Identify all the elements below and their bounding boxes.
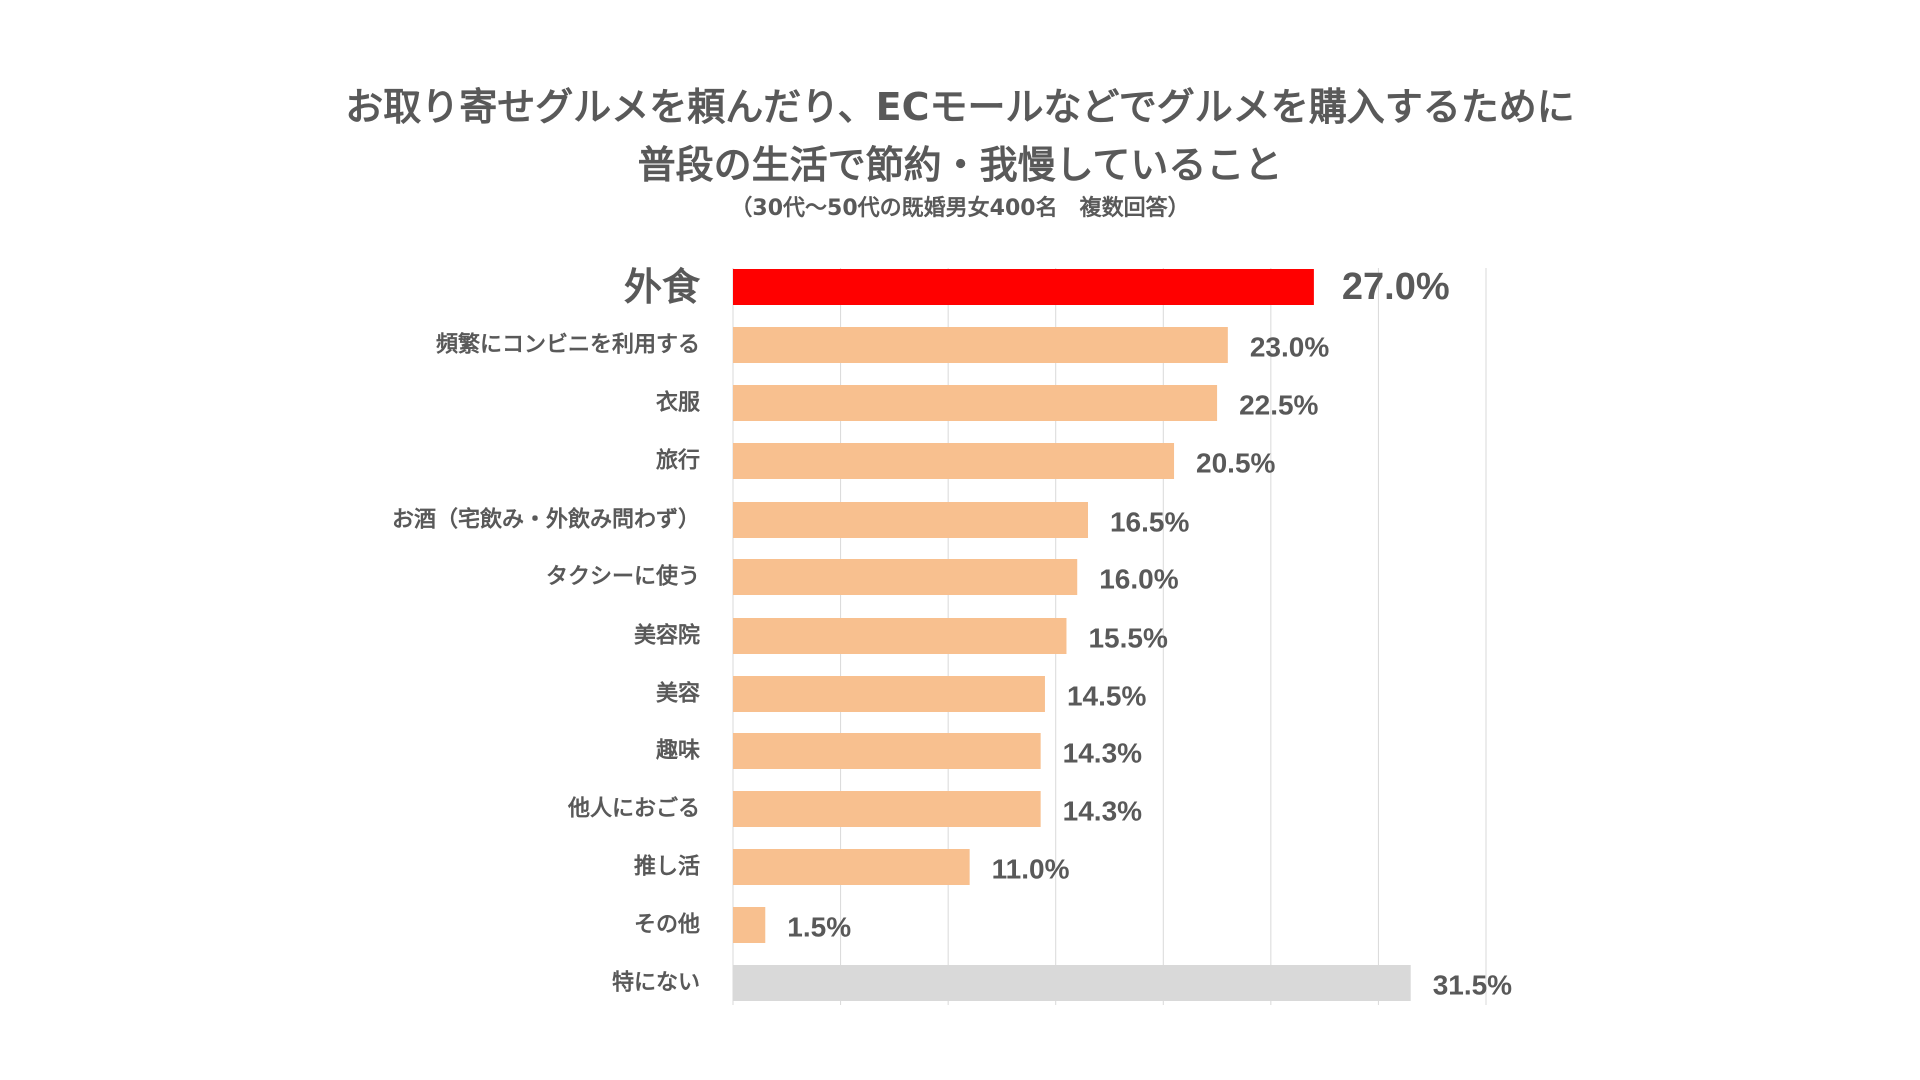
category-label-10: 推し活 [634,855,700,880]
bar-5 [733,559,1078,595]
bar-4 [733,502,1088,538]
category-label-9: 他人におごる [567,796,700,822]
bar-8 [733,733,1041,769]
value-label-8: 14.3% [1063,738,1142,769]
bar-9 [733,791,1041,827]
bar-10 [733,849,970,885]
category-label-0: 外食 [624,265,701,309]
bar-12 [733,965,1411,1001]
bar-2 [733,385,1218,421]
value-label-5: 16.0% [1099,564,1178,595]
category-label-4: お酒（宅飲み・外飲み問わず） [392,507,700,533]
value-label-3: 20.5% [1196,448,1275,479]
chart-subtitle: （30代～50代の既婚男女400名 複数回答） [730,196,1190,221]
category-label-2: 衣服 [656,390,701,416]
bar-3 [733,443,1175,479]
value-label-4: 16.5% [1110,507,1189,538]
value-label-7: 14.5% [1067,681,1146,712]
value-label-1: 23.0% [1250,332,1329,363]
category-label-3: 旅行 [656,448,700,474]
bar-6 [733,618,1067,654]
value-label-0: 27.0% [1342,266,1450,308]
category-label-11: その他 [634,913,700,938]
value-label-9: 14.3% [1063,796,1142,827]
value-label-6: 15.5% [1088,623,1167,654]
bar-1 [733,327,1228,363]
value-label-12: 31.5% [1433,970,1512,1001]
bar-0 [733,269,1314,305]
category-label-6: 美容院 [634,623,700,649]
category-label-1: 頻繁にコンビニを利用する [436,332,700,358]
value-label-10: 11.0% [992,854,1070,885]
value-label-11: 1.5% [787,912,851,943]
chart-title-line2: 普段の生活で節約・我慢していること [637,143,1283,187]
category-label-5: タクシーに使う [546,565,700,590]
category-label-12: 特にない [612,970,700,996]
value-label-2: 22.5% [1239,390,1318,421]
category-label-8: 趣味 [655,738,700,764]
category-label-7: 美容 [656,681,700,707]
chart-title: お取り寄せグルメを頼んだり、ECモールなどでグルメを購入するために [345,85,1575,129]
bar-7 [733,676,1045,712]
bar-11 [733,907,766,943]
